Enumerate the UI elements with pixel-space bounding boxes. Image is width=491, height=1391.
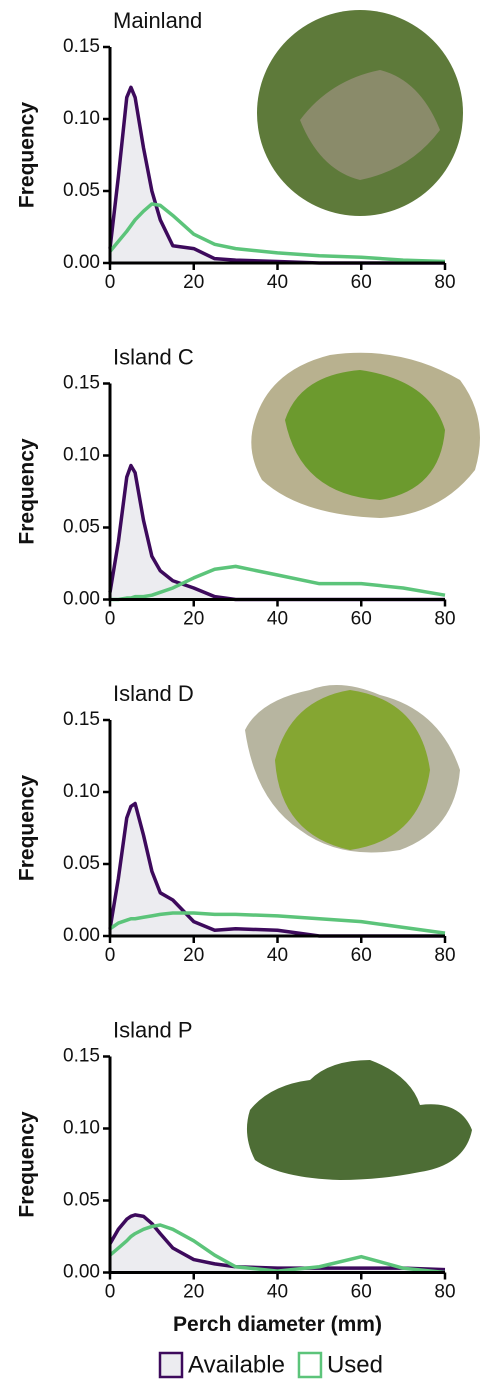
x-tick-label: 40 bbox=[267, 945, 288, 966]
y-tick-label: 0.10 bbox=[63, 445, 100, 466]
x-tick-label: 0 bbox=[105, 945, 116, 966]
area-fill bbox=[110, 803, 445, 936]
y-tick-label: 0.05 bbox=[63, 853, 100, 874]
x-tick-label: 40 bbox=[267, 609, 288, 630]
x-tick-label: 20 bbox=[183, 1282, 204, 1303]
panel: Island P Frequency 0.00 0.05 0.10 0.15 0 20 40 60… bbox=[16, 1017, 456, 1336]
legend-swatch bbox=[158, 1351, 184, 1379]
x-tick-label: 40 bbox=[267, 272, 288, 293]
y-tick-label: 0.00 bbox=[63, 1262, 100, 1283]
y-tick-label: 0.05 bbox=[63, 1190, 100, 1211]
x-tick-label: 0 bbox=[105, 1282, 116, 1303]
legend-swatch bbox=[297, 1351, 323, 1379]
y-tick-label: 0.15 bbox=[63, 709, 100, 730]
y-axis-label: Frequency bbox=[16, 438, 39, 545]
x-tick-label: 20 bbox=[183, 272, 204, 293]
density-line bbox=[109, 911, 446, 935]
photo-island-d-canopy bbox=[275, 690, 430, 850]
x-tick-label: 20 bbox=[183, 609, 204, 630]
x-tick-label: 60 bbox=[351, 272, 372, 293]
y-tick-label: 0.00 bbox=[63, 252, 100, 273]
x-tick-label: 20 bbox=[183, 945, 204, 966]
axes bbox=[108, 383, 445, 601]
x-tick-label: 60 bbox=[351, 1282, 372, 1303]
x-tick-label: 80 bbox=[434, 1282, 455, 1303]
y-tick-label: 0.10 bbox=[63, 781, 100, 802]
panel-title: Island C bbox=[113, 344, 194, 369]
plots: Mainland Frequency 0.00 0.05 0.10 0.15 0 20 40 60… bbox=[16, 8, 456, 1336]
panel: Mainland Frequency 0.00 0.05 0.10 0.15 0 20 40 60… bbox=[16, 8, 456, 293]
x-tick-label: 40 bbox=[267, 1282, 288, 1303]
axes bbox=[108, 1056, 445, 1274]
y-tick-label: 0.10 bbox=[63, 108, 100, 129]
y-tick-label: 0.05 bbox=[63, 180, 100, 201]
density-line bbox=[108, 1223, 446, 1275]
x-tick-label: 80 bbox=[434, 945, 455, 966]
y-axis-label: Frequency bbox=[16, 1111, 39, 1218]
panel-title: Island P bbox=[113, 1017, 193, 1042]
x-tick-label: 0 bbox=[105, 272, 116, 293]
y-tick-label: 0.05 bbox=[63, 517, 100, 538]
panel-title: Mainland bbox=[113, 8, 202, 33]
y-axis-label: Frequency bbox=[16, 775, 39, 882]
density-line bbox=[108, 1213, 446, 1272]
x-tick-label: 80 bbox=[434, 272, 455, 293]
panel: Island C Frequency 0.00 0.05 0.10 0.15 0 20 40 60… bbox=[16, 344, 456, 629]
x-tick-label: 80 bbox=[434, 609, 455, 630]
x-tick-label: 60 bbox=[351, 945, 372, 966]
density-line bbox=[108, 202, 446, 264]
y-tick-label: 0.00 bbox=[63, 589, 100, 610]
area-fill bbox=[110, 465, 445, 600]
y-axis-label: Frequency bbox=[16, 102, 39, 209]
legend: Available Used bbox=[158, 1351, 383, 1379]
panel-title: Island D bbox=[113, 681, 194, 706]
y-tick-label: 0.15 bbox=[63, 36, 100, 57]
axes bbox=[108, 720, 445, 938]
x-tick-label: 0 bbox=[105, 609, 116, 630]
y-tick-label: 0.15 bbox=[63, 373, 100, 394]
legend-label: Used bbox=[327, 1351, 383, 1378]
y-tick-label: 0.15 bbox=[63, 1046, 100, 1067]
photo-island-p bbox=[246, 1060, 472, 1180]
photo-detail bbox=[300, 70, 440, 180]
area-fill bbox=[110, 87, 445, 263]
panel: Island D Frequency 0.00 0.05 0.10 0.15 0 20 40 60… bbox=[16, 681, 456, 966]
legend-label: Available bbox=[188, 1351, 285, 1378]
x-tick-label: 60 bbox=[351, 609, 372, 630]
x-axis-label: Perch diameter (mm) bbox=[173, 1313, 382, 1336]
area-fill bbox=[110, 1214, 445, 1273]
y-tick-label: 0.10 bbox=[63, 1118, 100, 1139]
photo-island-c-canopy bbox=[285, 370, 445, 500]
photos bbox=[245, 10, 480, 1180]
axes bbox=[108, 47, 445, 265]
y-tick-label: 0.00 bbox=[63, 925, 100, 946]
